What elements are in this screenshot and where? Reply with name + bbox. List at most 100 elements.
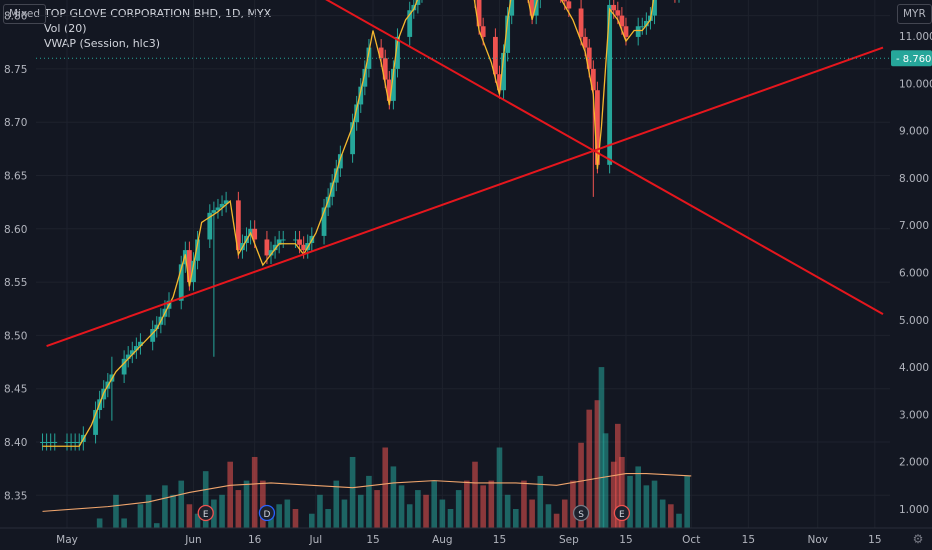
candle-body (391, 68, 396, 101)
trendline-2[interactable] (6, 0, 884, 315)
candle-body (76, 442, 82, 443)
candle-body (252, 228, 258, 240)
candle-body (615, 10, 621, 16)
mixed-scale-badge[interactable]: Mixed (3, 4, 46, 24)
candle-body (362, 68, 368, 87)
volume-bar (529, 499, 535, 528)
time-tick-label: 15 (619, 534, 632, 546)
currency-badge[interactable]: MYR (897, 4, 932, 24)
candle-body (64, 442, 70, 443)
volume-bar (545, 504, 552, 528)
candle-body (219, 203, 225, 208)
volume-bar (602, 433, 609, 528)
last-price-value: - 8.760 (896, 54, 931, 65)
event-marker-s[interactable] (572, 504, 590, 522)
volume-bar (488, 480, 495, 528)
candle-body (382, 58, 388, 80)
candle-body (125, 354, 131, 359)
volume-bar (276, 504, 282, 528)
volume-bar (153, 523, 160, 528)
candle-body (590, 68, 596, 91)
candle-body (129, 350, 135, 355)
price-tick-label: 8.70 (4, 117, 27, 129)
volume-bar (202, 471, 209, 528)
price-tick-label: 8.40 (4, 437, 27, 449)
volume-bar (178, 480, 185, 528)
candle-body (566, 1, 572, 9)
volume-tick-label: 4.000 (899, 362, 929, 374)
candle-body (395, 36, 400, 69)
volume-bar (349, 456, 356, 528)
candle-body (337, 154, 343, 169)
candle-body (68, 442, 74, 443)
volume-bar (406, 504, 413, 528)
candle-body (533, 0, 539, 16)
candle-body (138, 341, 143, 347)
volume-bar (615, 423, 621, 528)
time-tick-label: 15 (366, 534, 379, 546)
candle-body (652, 0, 657, 16)
volume-bar (684, 475, 690, 528)
volume-bar (251, 456, 258, 528)
event-marker-d[interactable] (258, 504, 276, 522)
time-tick-label: Jun (184, 534, 201, 546)
price-tick-label: 8.50 (4, 330, 27, 342)
candle-body (211, 210, 217, 213)
event-marker-label: S (578, 510, 584, 520)
event-marker-label: E (619, 510, 625, 520)
candle-body (187, 250, 192, 283)
volume-bar (333, 480, 340, 528)
candle-body (154, 324, 160, 330)
trendline-3[interactable] (46, 46, 884, 348)
time-tick-label: Aug (432, 534, 453, 546)
candle-body (497, 74, 502, 91)
candle-body (40, 442, 45, 443)
candle-body (639, 26, 645, 28)
volume-tick-label: 3.000 (899, 409, 929, 421)
candle-body (643, 20, 649, 27)
event-marker-e[interactable] (197, 504, 214, 522)
candle-body (52, 442, 58, 443)
volume-tick-label: 7.000 (899, 220, 929, 232)
volume-bar (284, 499, 291, 528)
candle-body (178, 264, 184, 301)
candle-body (595, 90, 600, 165)
volume-bar (480, 485, 486, 528)
volume-bar (447, 509, 454, 528)
volume-bar (619, 456, 625, 528)
volume-bar (186, 504, 193, 528)
volume-bar (439, 499, 446, 528)
candle-body (358, 86, 364, 105)
candle-body (280, 239, 286, 241)
volume-bar (309, 513, 315, 528)
volume-bar (594, 400, 601, 528)
volume-ma-line (42, 472, 692, 512)
volume-bar (464, 480, 470, 528)
candle-body (480, 26, 486, 37)
candle-body (195, 239, 200, 261)
price-tick-label: 8.55 (4, 277, 27, 289)
volume-tick-label: 10.000 (899, 78, 932, 90)
gear-icon[interactable]: ⚙ (913, 532, 924, 546)
time-tick-label: Nov (807, 534, 828, 546)
candle-body (268, 250, 274, 256)
event-marker-e[interactable] (613, 504, 631, 522)
volume-indicator-label: Vol (20) (44, 22, 87, 35)
candle-body (321, 207, 327, 236)
candle-body (505, 15, 511, 53)
vwap-line (42, 0, 675, 447)
price-tick-label: 8.45 (4, 384, 27, 396)
chart-title: TOP GLOVE CORPORATION BHD, 1D, MYX (44, 7, 272, 20)
candle-body (378, 47, 384, 59)
volume-bar (651, 480, 658, 528)
volume-bar (260, 480, 266, 528)
candle-body (264, 239, 270, 256)
candle-body (44, 442, 49, 443)
volume-tick-label: 5.000 (899, 315, 929, 327)
event-marker-label: E (203, 510, 209, 520)
volume-bar (113, 494, 119, 528)
volume-bar (325, 509, 331, 528)
candle-body (272, 244, 278, 251)
candle-body (333, 168, 339, 183)
